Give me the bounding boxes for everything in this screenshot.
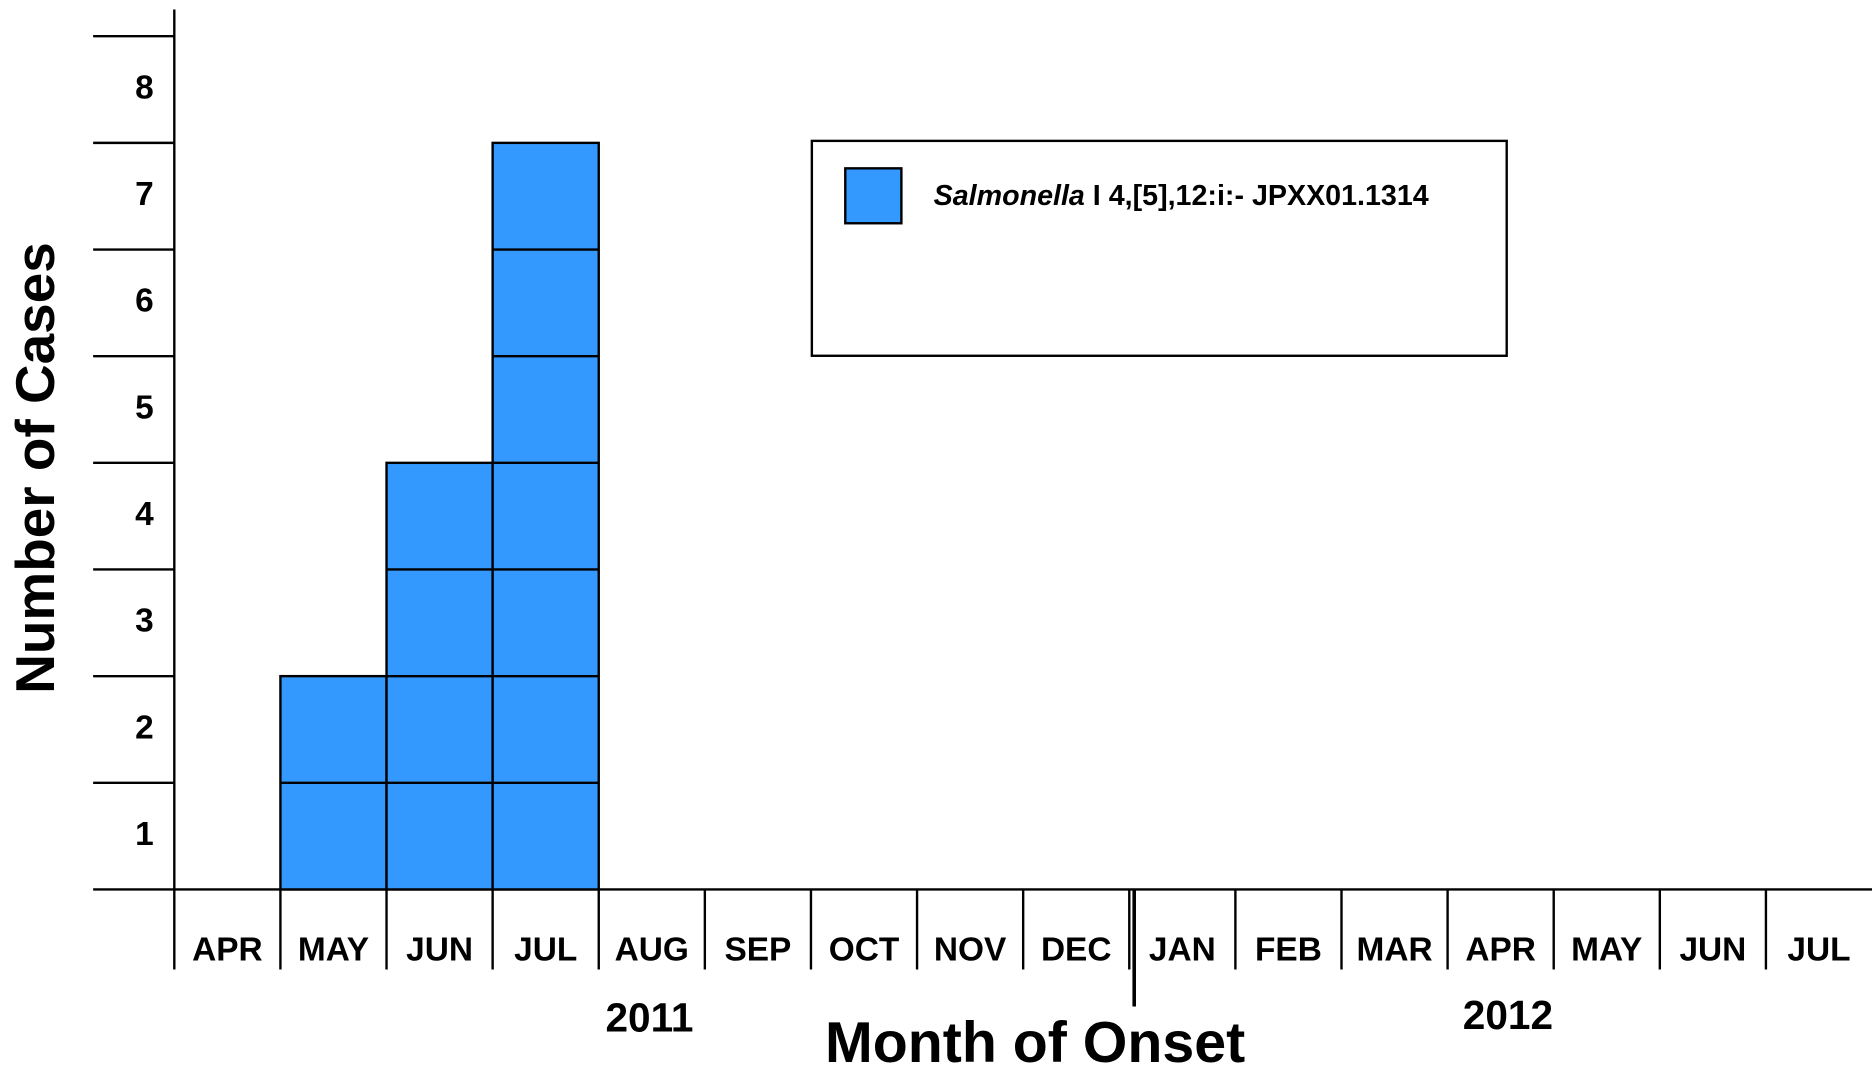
x-tick-label: JUN — [406, 931, 473, 968]
x-tick-label: APR — [1465, 931, 1536, 968]
legend-label: Salmonella I 4,[5],12:i:- JPXX01.1314 — [934, 180, 1429, 212]
bar — [491, 141, 600, 891]
x-tick-label: FEB — [1255, 931, 1322, 968]
x-tick-label: JUL — [514, 931, 577, 968]
plot-area: Number of Cases Month of Onset 2011 2012… — [4, 9, 1872, 1073]
x-tick-label: JUN — [1679, 931, 1746, 968]
y-tick-label: 8 — [135, 69, 154, 106]
x-tick-label: MAY — [298, 931, 369, 968]
y-tick-label: 3 — [135, 603, 154, 640]
y-tick-label: 6 — [135, 283, 154, 320]
y-tick-label: 2 — [135, 709, 154, 746]
x-tick-label: DEC — [1041, 931, 1112, 968]
legend-swatch — [844, 167, 903, 225]
y-tick-label: 4 — [135, 496, 154, 533]
year-label: 2012 — [1463, 992, 1553, 1038]
y-tick-label: 5 — [135, 389, 154, 426]
x-tick-label: JUL — [1787, 931, 1850, 968]
x-tick-label: MAR — [1357, 931, 1433, 968]
x-tick-label: OCT — [829, 931, 900, 968]
x-tick-label: MAY — [1571, 931, 1642, 968]
x-tick-label: NOV — [934, 931, 1007, 968]
y-tick-label: 7 — [135, 176, 154, 213]
x-axis-label: Month of Onset — [825, 1011, 1245, 1073]
y-tick-label: 1 — [135, 816, 154, 853]
x-tick-label: SEP — [724, 931, 791, 968]
x-tick-label: AUG — [615, 931, 689, 968]
x-tick-label: JAN — [1149, 931, 1216, 968]
legend-box — [810, 139, 1508, 357]
y-axis-label: Number of Cases — [4, 242, 66, 694]
year-label: 2011 — [605, 995, 693, 1041]
x-tick-label: APR — [192, 931, 263, 968]
